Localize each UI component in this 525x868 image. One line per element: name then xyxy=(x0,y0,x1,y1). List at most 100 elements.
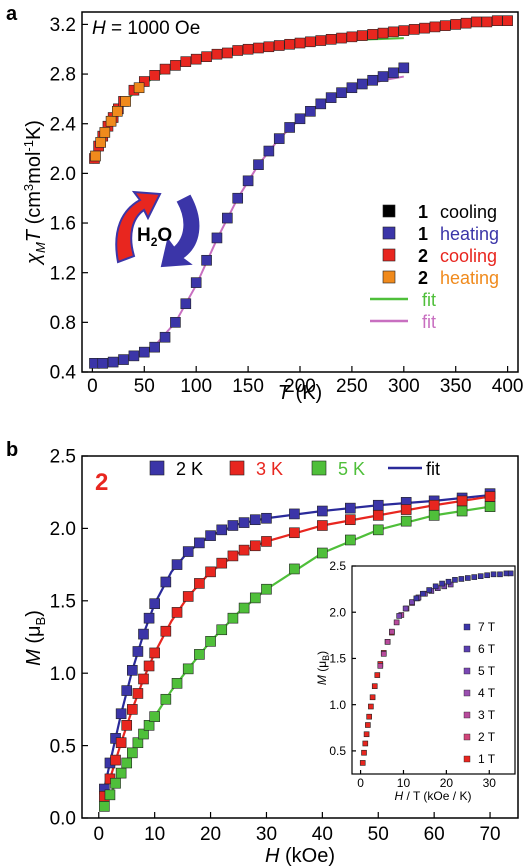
data-point xyxy=(497,571,503,578)
data-point xyxy=(110,754,121,766)
data-point xyxy=(159,331,171,343)
data-point xyxy=(205,530,216,541)
x-tick-label: 10 xyxy=(397,776,411,790)
data-point xyxy=(127,665,138,676)
data-point xyxy=(372,524,384,536)
data-point xyxy=(190,53,202,65)
data-point xyxy=(490,571,497,578)
data-point xyxy=(398,62,410,74)
panel-a-annotation: H = 1000 Oe xyxy=(92,18,200,39)
data-point xyxy=(160,693,172,705)
data-point xyxy=(450,19,462,30)
legend-id: 2 xyxy=(418,246,428,266)
legend-label: fit xyxy=(426,459,440,479)
data-point xyxy=(121,685,133,696)
data-point xyxy=(149,70,160,81)
data-point xyxy=(180,298,192,310)
data-point xyxy=(289,527,300,539)
data-point xyxy=(261,536,272,547)
data-point xyxy=(471,16,482,28)
legend-marker xyxy=(463,755,471,763)
x-tick-label: 200 xyxy=(284,376,316,397)
legend-label: heating xyxy=(440,268,499,288)
panel-b-inset: 0 10 20 30 0.5 1.0 1.5 2.0 2.5 7 T 6 T 5 T 4 T 3 T 2 … xyxy=(315,559,516,803)
data-point xyxy=(132,737,144,749)
data-point xyxy=(366,713,372,720)
data-point xyxy=(388,26,399,38)
data-point xyxy=(222,212,233,224)
data-point xyxy=(440,20,451,31)
legend-marker xyxy=(382,204,396,218)
data-point xyxy=(138,346,150,358)
data-point xyxy=(170,317,181,328)
data-point xyxy=(356,30,368,41)
data-point xyxy=(377,663,384,669)
data-point xyxy=(227,520,239,531)
data-point xyxy=(138,673,149,685)
data-point xyxy=(400,515,412,527)
panel-b-ylabel: M (μB) xyxy=(23,610,48,666)
fit-line xyxy=(92,75,404,366)
data-point xyxy=(171,607,183,618)
panel-b-data-points xyxy=(99,488,496,812)
data-point xyxy=(160,576,172,588)
data-point xyxy=(238,544,250,556)
data-point xyxy=(317,547,328,559)
x-tick-label: 0 xyxy=(87,376,98,397)
legend-marker xyxy=(149,460,165,476)
legend-label: 5 T xyxy=(478,664,496,678)
data-point xyxy=(227,550,239,562)
data-point xyxy=(171,678,183,689)
x-tick-label: 30 xyxy=(483,776,497,790)
data-point xyxy=(128,350,140,362)
h2o-reversible-arrows-icon: H2O xyxy=(115,190,200,268)
data-point xyxy=(232,192,244,204)
legend-marker xyxy=(463,711,471,719)
data-point xyxy=(159,63,171,75)
x-tick-label: 50 xyxy=(134,376,155,397)
x-tick-label: 100 xyxy=(180,376,212,397)
legend-label: 7 T xyxy=(478,620,496,634)
inset-xlabel: H / T (kOe / K) xyxy=(395,789,472,803)
data-point xyxy=(361,749,367,756)
data-point xyxy=(408,24,420,35)
data-point xyxy=(484,501,496,512)
data-point xyxy=(263,145,275,157)
data-point xyxy=(149,647,160,659)
data-point xyxy=(359,760,366,766)
data-point xyxy=(99,127,111,138)
data-point xyxy=(484,572,490,579)
data-point xyxy=(289,508,300,520)
panel-a-ticks: 0 50 100 150 200 250 300 350 400 0.4 0.8 1.2 1.6 2.0 2… xyxy=(50,15,524,397)
data-point xyxy=(367,74,378,86)
data-point xyxy=(491,15,503,26)
x-tick-label: 150 xyxy=(232,376,264,397)
data-point xyxy=(242,175,254,187)
legend-label: cooling xyxy=(440,246,497,266)
data-point xyxy=(398,25,410,36)
data-point xyxy=(149,341,160,353)
legend-marker xyxy=(463,667,471,675)
y-tick-label: 1.5 xyxy=(329,652,346,666)
data-point xyxy=(409,599,415,605)
data-point xyxy=(481,16,493,28)
legend-label: 5 K xyxy=(338,459,365,479)
data-point xyxy=(222,47,233,59)
y-tick-label: 2.0 xyxy=(50,164,76,185)
data-point xyxy=(372,510,384,521)
x-tick-label: 300 xyxy=(388,376,420,397)
legend-label: 2 K xyxy=(176,459,203,479)
data-point xyxy=(194,649,205,660)
legend-marker xyxy=(382,226,396,240)
y-tick-label: 2.5 xyxy=(50,447,76,468)
data-point xyxy=(368,703,374,710)
x-tick-label: 0 xyxy=(357,776,364,790)
legend-id: 1 xyxy=(418,224,428,244)
data-point xyxy=(460,17,472,29)
data-point xyxy=(133,82,145,94)
data-point xyxy=(205,566,216,578)
x-tick-label: 250 xyxy=(336,376,368,397)
data-point xyxy=(95,137,106,148)
data-point xyxy=(143,660,155,672)
legend-marker xyxy=(463,733,471,741)
